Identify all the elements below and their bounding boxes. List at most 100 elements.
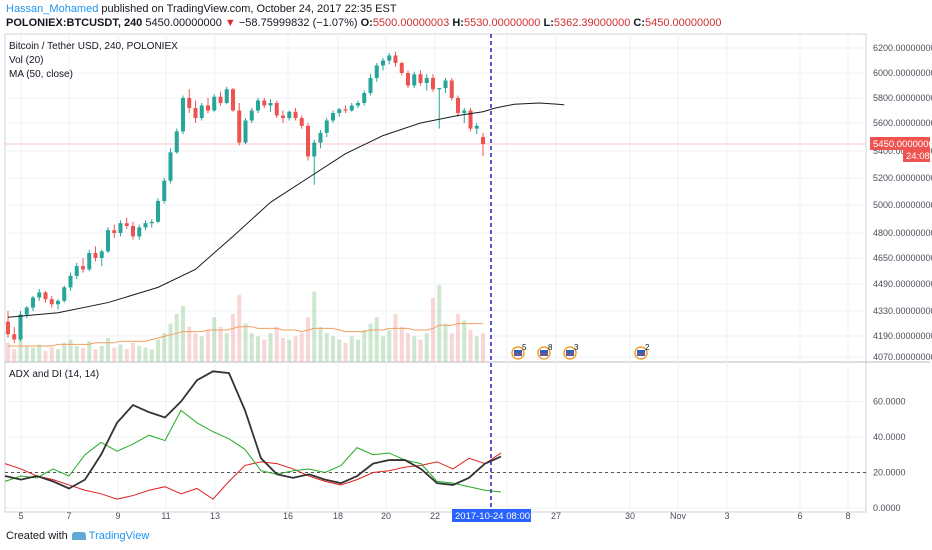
- legend-adx[interactable]: ADX and DI (14, 14): [9, 369, 99, 380]
- author-link[interactable]: Hassan_Mohamed: [6, 3, 99, 15]
- time-tick-label: 6: [797, 511, 802, 521]
- us-flag-icon[interactable]: 5: [511, 343, 527, 360]
- volume-bar: [368, 323, 373, 362]
- candle-body: [231, 89, 235, 111]
- candle-body: [162, 180, 167, 201]
- volume-bar: [249, 333, 254, 362]
- volume-bar: [87, 341, 92, 362]
- volume-bar: [318, 326, 323, 362]
- price-tick-label: 4490.00000000: [873, 279, 932, 289]
- candle-body: [6, 321, 10, 335]
- candle-body: [93, 253, 98, 258]
- legend-ma[interactable]: MA (50, close): [9, 69, 73, 80]
- candle-body: [262, 100, 267, 106]
- candle-body: [481, 137, 485, 144]
- candle-body: [87, 253, 92, 270]
- candle-body: [256, 100, 260, 111]
- brand-link[interactable]: TradingView: [88, 530, 150, 542]
- adx-tick-label: 60.0000: [873, 397, 906, 407]
- volume-bar: [156, 339, 160, 362]
- volume-bar: [393, 314, 398, 362]
- publish-info: Hassan_Mohamed published on TradingView.…: [6, 3, 397, 15]
- price-tick-label: 5800.00000000: [873, 93, 932, 103]
- volume-bar: [431, 298, 435, 362]
- candle-body: [437, 88, 442, 90]
- economic-events[interactable]: 5 8 3 2: [511, 343, 650, 360]
- price-tag: 5450.00000000: [873, 139, 932, 150]
- candle-body: [12, 334, 17, 340]
- close-label: C:: [633, 17, 646, 29]
- time-tick-label: 16: [283, 511, 293, 521]
- volume-bar: [212, 317, 217, 362]
- candle-body: [456, 98, 460, 113]
- flag-canton: [540, 350, 548, 356]
- volume-bar: [237, 294, 242, 362]
- event-count: 3: [574, 343, 579, 352]
- candle-body: [212, 96, 217, 111]
- candle-body: [468, 110, 473, 129]
- candle-body: [443, 80, 448, 88]
- change-value: −58.75999832 (−1.07%): [238, 17, 358, 29]
- candle-body: [99, 251, 104, 258]
- price-tick-label: 4800.00000000: [873, 228, 932, 238]
- volume-bar: [356, 339, 360, 362]
- volume-bar: [462, 320, 467, 362]
- time-tick-label: 8: [845, 511, 850, 521]
- volume-bar: [187, 326, 192, 362]
- volume-bar: [262, 339, 267, 362]
- candle-body: [143, 223, 148, 228]
- volume-bar: [6, 342, 10, 362]
- price-tick-label: 6000.00000000: [873, 68, 932, 78]
- price-chart[interactable]: 6200.00000000 6000.00000000 5800.00000000 5…: [0, 0, 932, 530]
- volume-bar: [243, 323, 248, 362]
- price-tick-label: 4070.00000000: [873, 352, 932, 362]
- volume-bar: [331, 336, 335, 362]
- candle-body: [368, 78, 373, 93]
- di-plus-line: [4, 409, 502, 493]
- volume-bar: [412, 336, 417, 362]
- us-flag-icon[interactable]: 8: [537, 343, 553, 360]
- adx-tick-label: 40.0000: [873, 432, 906, 442]
- volume-bar: [374, 317, 379, 362]
- candle-body: [193, 108, 198, 118]
- flag-canton: [637, 350, 645, 356]
- volume-bar: [312, 291, 317, 362]
- candle-body: [81, 266, 85, 270]
- volume-bar: [281, 338, 285, 362]
- candle-body: [393, 55, 398, 63]
- candle-body: [56, 300, 60, 305]
- publish-text: published on TradingView.com, October 24…: [98, 3, 397, 15]
- open-label: O:: [360, 17, 373, 29]
- legend-vol[interactable]: Vol (20): [9, 55, 43, 66]
- tradingview-logo-icon: [71, 532, 86, 540]
- us-flag-icon[interactable]: 3: [563, 343, 579, 360]
- candle-body: [106, 230, 110, 252]
- candle-body: [343, 109, 348, 111]
- candle-body: [124, 223, 129, 226]
- adx-tick-label: 20.0000: [873, 468, 906, 478]
- candle-body: [268, 103, 273, 106]
- time-tick-label: 3: [724, 511, 729, 521]
- candle-body: [31, 297, 35, 308]
- open-value: 5500.00000003: [372, 17, 450, 29]
- candle-body: [281, 115, 285, 118]
- volume-bar: [287, 339, 292, 362]
- candle-body: [399, 63, 404, 73]
- candle-body: [349, 105, 354, 111]
- volume-bar: [387, 330, 392, 362]
- volume-bar: [18, 339, 23, 362]
- high-value: 5530.00000000: [463, 17, 541, 29]
- us-flag-icon[interactable]: 2: [634, 343, 650, 360]
- adx-series: [4, 370, 866, 500]
- volume-bar: [31, 347, 35, 362]
- volume-bar: [12, 349, 17, 362]
- candle-body: [287, 111, 292, 118]
- price-tick-label: 5400.00000000: [873, 146, 932, 156]
- candle-body: [49, 299, 54, 305]
- time-tick-label: 9: [115, 511, 120, 521]
- candle-body: [224, 89, 229, 103]
- volume-bar: [24, 346, 29, 362]
- time-tick-label: 27: [551, 511, 561, 521]
- cursor-date-bg: [452, 509, 531, 522]
- candle-body: [362, 93, 367, 103]
